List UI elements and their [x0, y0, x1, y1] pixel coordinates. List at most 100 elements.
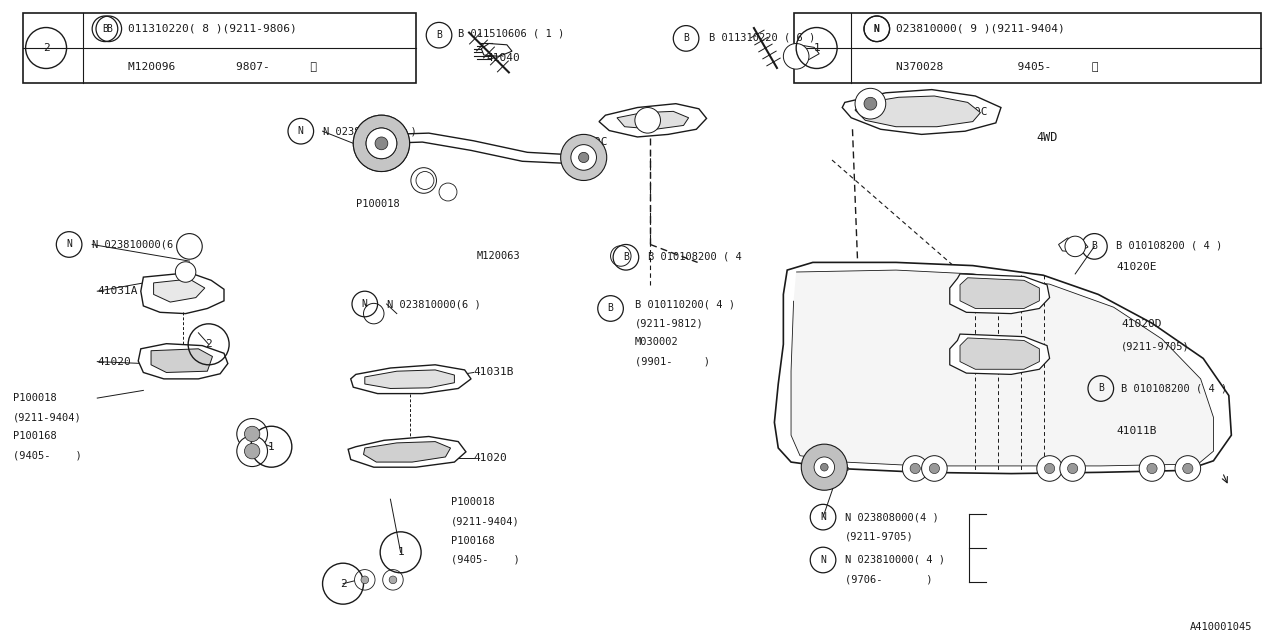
Text: B 011310220 ( 6 ): B 011310220 ( 6 ) [709, 33, 815, 43]
Ellipse shape [389, 576, 397, 584]
Text: N 023808000(4 ): N 023808000(4 ) [845, 512, 938, 522]
Ellipse shape [1139, 456, 1165, 481]
Ellipse shape [910, 463, 920, 474]
Polygon shape [960, 278, 1039, 308]
Text: B 010110200( 4 ): B 010110200( 4 ) [635, 299, 735, 309]
Ellipse shape [855, 88, 886, 119]
Polygon shape [790, 45, 819, 60]
Text: (9706-       ): (9706- ) [845, 574, 932, 584]
Ellipse shape [820, 463, 828, 471]
Polygon shape [362, 133, 602, 163]
Polygon shape [1059, 238, 1088, 252]
Ellipse shape [922, 456, 947, 481]
Ellipse shape [375, 137, 388, 150]
Text: B: B [102, 24, 108, 34]
Ellipse shape [1065, 236, 1085, 257]
Text: (9211-9404): (9211-9404) [451, 516, 520, 527]
Polygon shape [141, 273, 224, 314]
Polygon shape [960, 338, 1039, 369]
Text: 1: 1 [813, 43, 820, 53]
Ellipse shape [571, 145, 596, 170]
Ellipse shape [579, 152, 589, 163]
Text: P100018: P100018 [451, 497, 494, 508]
Text: N: N [298, 126, 303, 136]
Ellipse shape [1068, 463, 1078, 474]
Text: B 010108200 ( 4: B 010108200 ( 4 [648, 251, 741, 261]
Text: P100018: P100018 [356, 198, 399, 209]
Ellipse shape [383, 570, 403, 590]
Text: (9405-    ): (9405- ) [13, 451, 82, 461]
Text: P100168: P100168 [13, 431, 56, 442]
Text: 011310220( 8 )(9211-9806): 011310220( 8 )(9211-9806) [128, 24, 297, 34]
Text: A410001045: A410001045 [1189, 622, 1252, 632]
Text: 2: 2 [42, 43, 50, 53]
Ellipse shape [611, 246, 631, 266]
Ellipse shape [364, 303, 384, 324]
Ellipse shape [366, 128, 397, 159]
Ellipse shape [635, 108, 660, 133]
Text: N 023810006(1 ): N 023810006(1 ) [323, 126, 416, 136]
Text: M120063: M120063 [476, 251, 520, 261]
Text: P100168: P100168 [451, 536, 494, 546]
Text: N370028           9405-      〉: N370028 9405- 〉 [896, 61, 1098, 71]
Text: B: B [1098, 383, 1103, 394]
Polygon shape [365, 370, 454, 388]
Ellipse shape [1175, 456, 1201, 481]
FancyBboxPatch shape [794, 13, 1261, 83]
Ellipse shape [366, 128, 397, 159]
Text: N: N [362, 299, 367, 309]
Polygon shape [154, 279, 205, 302]
Text: B 010108200 ( 4 ): B 010108200 ( 4 ) [1121, 383, 1228, 394]
Text: 41020: 41020 [97, 356, 131, 367]
Text: N 023810000( 4 ): N 023810000( 4 ) [845, 555, 945, 565]
Ellipse shape [801, 444, 847, 490]
Ellipse shape [783, 44, 809, 69]
Polygon shape [151, 349, 212, 372]
Ellipse shape [355, 570, 375, 590]
Ellipse shape [864, 97, 877, 110]
Text: N: N [67, 239, 72, 250]
Ellipse shape [244, 426, 260, 442]
Ellipse shape [1183, 463, 1193, 474]
Text: 41020C: 41020C [947, 107, 988, 117]
Text: 41031B: 41031B [474, 367, 515, 378]
Ellipse shape [1147, 463, 1157, 474]
Text: 023810000( 9 )(9211-9404): 023810000( 9 )(9211-9404) [896, 24, 1065, 34]
Text: (9211-9404): (9211-9404) [13, 412, 82, 422]
Text: 4WD: 4WD [1037, 131, 1059, 144]
Text: 41020D: 41020D [1121, 319, 1162, 329]
Ellipse shape [1037, 456, 1062, 481]
Text: M120096         9807-      〉: M120096 9807- 〉 [128, 61, 317, 71]
Ellipse shape [416, 172, 434, 189]
Text: B 011510606 ( 1 ): B 011510606 ( 1 ) [458, 28, 564, 38]
Text: 41020: 41020 [474, 452, 507, 463]
Text: N 023810000(6 ): N 023810000(6 ) [387, 299, 480, 309]
Ellipse shape [902, 456, 928, 481]
Text: N: N [874, 24, 879, 34]
Ellipse shape [1060, 456, 1085, 481]
Text: M030002: M030002 [635, 337, 678, 348]
Text: (9211-9705): (9211-9705) [1121, 342, 1190, 352]
Ellipse shape [237, 436, 268, 467]
Ellipse shape [175, 262, 196, 282]
Ellipse shape [353, 115, 410, 172]
Polygon shape [351, 365, 471, 394]
Polygon shape [348, 436, 466, 467]
Ellipse shape [814, 457, 835, 477]
Ellipse shape [237, 419, 268, 449]
Ellipse shape [561, 134, 607, 180]
Ellipse shape [353, 115, 410, 172]
Text: B 010108200 ( 4 ): B 010108200 ( 4 ) [1116, 240, 1222, 250]
Text: B: B [684, 33, 689, 44]
Ellipse shape [411, 168, 436, 193]
FancyBboxPatch shape [23, 13, 416, 83]
Text: 2: 2 [339, 579, 347, 589]
Text: 41020C: 41020C [567, 137, 608, 147]
Text: N: N [820, 512, 826, 522]
Text: 1: 1 [397, 547, 404, 557]
Polygon shape [617, 111, 689, 129]
Text: 41011B: 41011B [1116, 426, 1157, 436]
Ellipse shape [439, 183, 457, 201]
Ellipse shape [929, 463, 940, 474]
Text: 1: 1 [268, 442, 275, 452]
